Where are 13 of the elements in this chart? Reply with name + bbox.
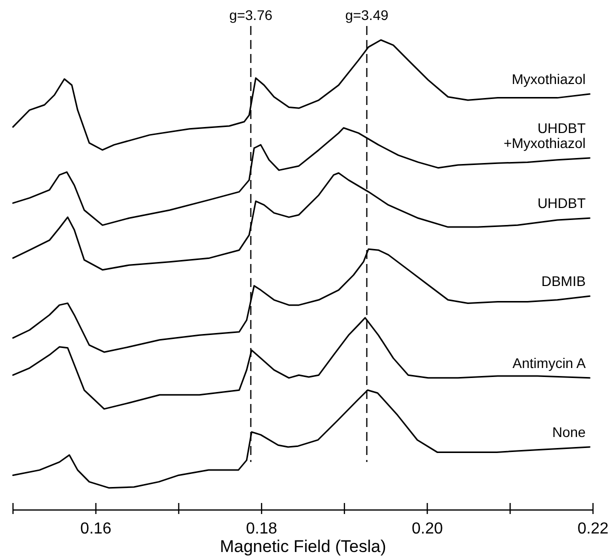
series-label: UHDBT +Myxothiazol (504, 120, 586, 151)
x-axis-title: Magnetic Field (Tesla) (220, 537, 386, 556)
x-tick-label: 0.16 (80, 520, 112, 538)
series-label: UHDBT (537, 195, 586, 212)
text: g=3.49 (345, 7, 389, 23)
x-tick-label: 0.22 (577, 520, 609, 538)
series-label: None (552, 424, 586, 440)
text: g=3.76 (229, 7, 273, 23)
series-label: DBMIB (541, 273, 586, 290)
series-label: Antimycin A (512, 354, 586, 371)
x-tick-label: 0.20 (412, 520, 443, 538)
x-tick-label: 0.18 (246, 520, 278, 538)
series-label: Myxothiazol (512, 71, 586, 88)
